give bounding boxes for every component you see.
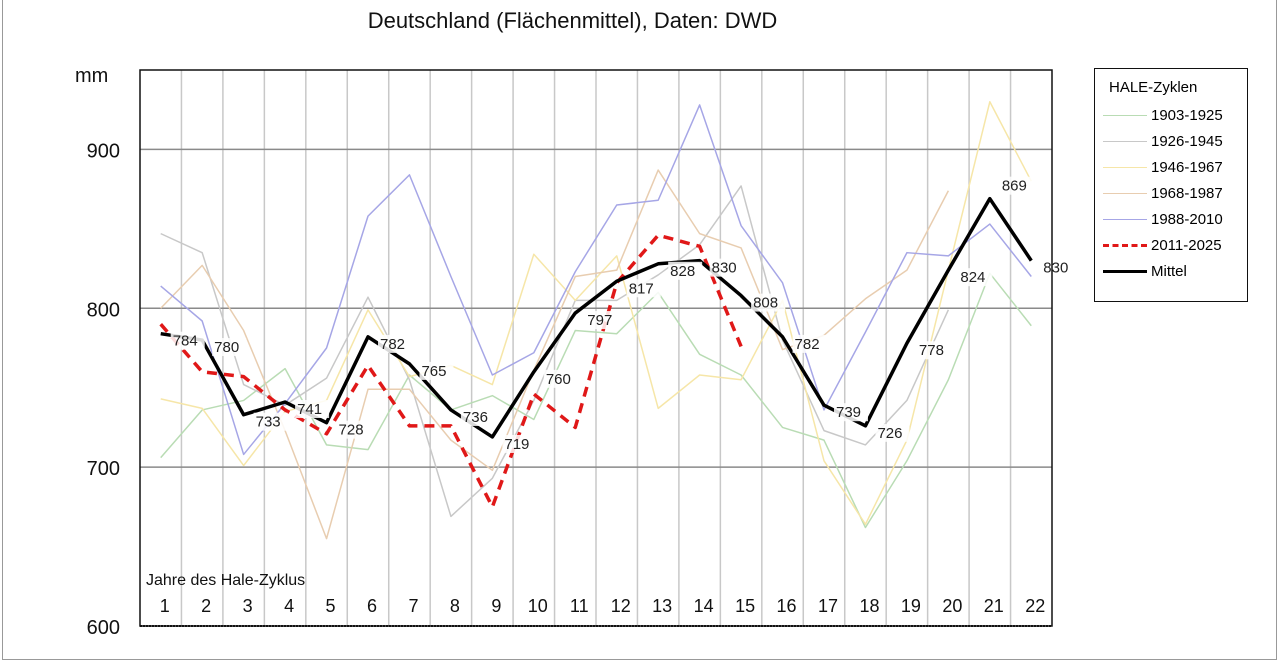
legend-item: 1988-2010 (1103, 209, 1223, 229)
data-label: 739 (836, 404, 861, 421)
data-label: 828 (670, 263, 695, 280)
x-tick-label: 1 (160, 596, 170, 616)
legend-label: 1946-1967 (1151, 159, 1223, 176)
x-tick-label: 5 (326, 596, 336, 616)
x-tick-label: 13 (652, 596, 672, 616)
x-tick-label: 6 (367, 596, 377, 616)
data-label: 808 (753, 295, 778, 312)
legend: HALE-Zyklen 1903-1925 1926-1945 1946-1967 1… (1094, 68, 1248, 302)
legend-item: 1946-1967 (1103, 157, 1223, 177)
data-label: 726 (877, 425, 902, 442)
x-tick-label: 19 (901, 596, 921, 616)
y-tick-label: 800 (87, 299, 120, 321)
data-label: 830 (712, 260, 737, 277)
legend-item: 2011-2025 (1103, 235, 1222, 255)
legend-title: HALE-Zyklen (1109, 79, 1197, 96)
data-label: 765 (421, 363, 446, 380)
legend-label: 1926-1945 (1151, 133, 1223, 150)
data-label: 797 (587, 312, 612, 329)
legend-label: 1903-1925 (1151, 107, 1223, 124)
legend-swatch (1103, 167, 1147, 168)
data-label: 782 (795, 336, 820, 353)
x-tick-label: 11 (570, 596, 589, 616)
x-tick-label: 22 (1025, 596, 1045, 616)
data-label: 869 (1002, 178, 1027, 195)
data-label: 830 (1043, 260, 1068, 277)
legend-label: 1968-1987 (1151, 185, 1223, 202)
x-tick-label: 2 (201, 596, 211, 616)
legend-item: 1926-1945 (1103, 131, 1223, 151)
data-label: 824 (960, 269, 985, 286)
legend-swatch (1103, 244, 1147, 247)
data-label: 733 (256, 414, 281, 431)
data-label: 778 (919, 342, 944, 359)
legend-label: 1988-2010 (1151, 211, 1223, 228)
x-tick-label: 8 (450, 596, 460, 616)
x-tick-label: 17 (818, 596, 838, 616)
data-label: 817 (629, 280, 654, 297)
y-tick-label: 700 (87, 458, 120, 480)
x-tick-label: 3 (243, 596, 253, 616)
data-label: 780 (214, 339, 239, 356)
data-label: 760 (546, 371, 571, 388)
legend-swatch (1103, 141, 1147, 142)
x-tick-label: 15 (735, 596, 755, 616)
x-tick-label: 20 (942, 596, 962, 616)
legend-item: 1903-1925 (1103, 105, 1223, 125)
legend-swatch (1103, 270, 1147, 273)
x-tick-label: 14 (694, 596, 714, 616)
x-tick-label: 4 (284, 596, 294, 616)
x-tick-label: 21 (984, 596, 1004, 616)
x-axis-label: Jahre des Hale-Zyklus (146, 572, 305, 589)
data-label: 741 (297, 401, 322, 418)
legend-item: 1968-1987 (1103, 183, 1223, 203)
legend-swatch (1103, 219, 1147, 220)
legend-swatch (1103, 193, 1147, 194)
legend-swatch (1103, 115, 1147, 116)
x-tick-label: 7 (408, 596, 418, 616)
x-tick-label: 18 (859, 596, 879, 616)
data-label: 782 (380, 336, 405, 353)
y-tick-label: 600 (87, 617, 120, 639)
y-tick-label: 900 (87, 140, 120, 162)
x-tick-label: 16 (777, 596, 797, 616)
data-label: 728 (339, 422, 364, 439)
x-tick-label: 12 (611, 596, 631, 616)
data-label: 784 (173, 333, 198, 350)
x-tick-label: 9 (491, 596, 501, 616)
legend-label: Mittel (1151, 263, 1187, 280)
legend-item: Mittel (1103, 261, 1187, 281)
legend-label: 2011-2025 (1151, 237, 1222, 254)
x-tick-label: 10 (528, 596, 548, 616)
data-label: 736 (463, 409, 488, 426)
data-label: 719 (504, 436, 529, 453)
y-axis-label: mm (75, 65, 108, 87)
